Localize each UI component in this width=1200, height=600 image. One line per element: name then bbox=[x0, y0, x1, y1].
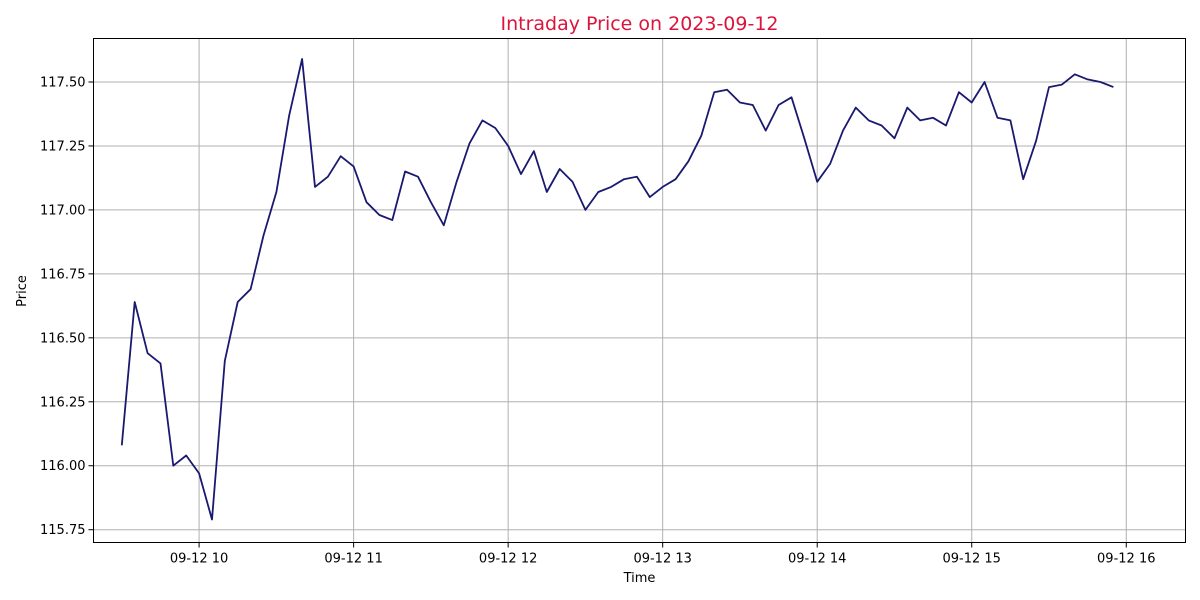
x-tick-label: 09-12 13 bbox=[633, 552, 691, 567]
y-tick-label: 116.25 bbox=[40, 395, 86, 410]
y-axis-label: Price bbox=[15, 275, 30, 307]
x-tick-label: 09-12 11 bbox=[324, 552, 382, 567]
y-tick-label: 117.25 bbox=[40, 139, 86, 154]
series-layer bbox=[120, 58, 1114, 521]
x-tick-label: 09-12 12 bbox=[479, 552, 537, 567]
y-tick-label: 117.50 bbox=[40, 75, 86, 90]
x-tick-label: 09-12 15 bbox=[943, 552, 1001, 567]
chart-title: Intraday Price on 2023-09-12 bbox=[500, 13, 778, 35]
plot-frame bbox=[93, 38, 1186, 543]
x-tick-label: 09-12 10 bbox=[170, 552, 228, 567]
x-tick-label: 09-12 16 bbox=[1097, 552, 1155, 567]
price-series-line bbox=[120, 58, 1114, 521]
y-tick-label: 117.00 bbox=[40, 203, 86, 218]
axis-ticks: 09-12 10 09-12 11 09-12 12 09-12 13 09-12 14… bbox=[40, 75, 1155, 566]
gridlines bbox=[93, 38, 1186, 543]
y-tick-label: 116.00 bbox=[40, 459, 86, 474]
y-tick-label: 115.75 bbox=[40, 523, 86, 538]
y-tick-label: 116.50 bbox=[40, 331, 86, 346]
x-tick-label: 09-12 14 bbox=[788, 552, 846, 567]
x-axis-label: Time bbox=[623, 571, 656, 586]
y-tick-label: 116.75 bbox=[40, 267, 86, 282]
